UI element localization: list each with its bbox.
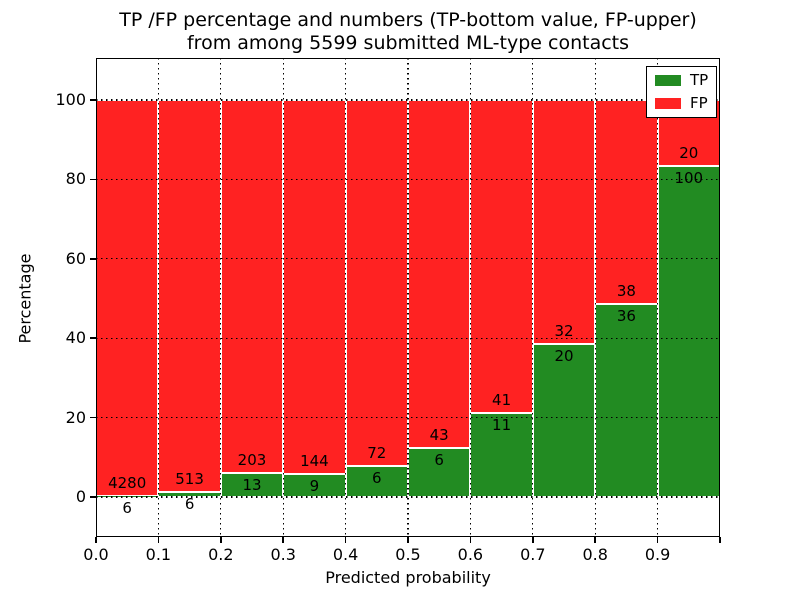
bar-fp-count-label: 4280 [108, 474, 147, 493]
y-tick-label: 40 [65, 328, 86, 348]
x-tick-label: 0.0 [83, 545, 109, 564]
x-tick-label: 0.9 [644, 545, 671, 564]
bar-fp-segment [158, 100, 221, 493]
y-tick-label: 0 [75, 487, 86, 506]
gridline-vertical [407, 58, 409, 537]
x-tick-label: 0.7 [520, 545, 546, 564]
bar-fp-segment [595, 100, 658, 304]
bar-fp-count-label: 72 [367, 444, 387, 463]
legend-label-tp: TP [690, 71, 709, 89]
bar-fp-count-label: 38 [616, 281, 636, 300]
gridline-vertical [532, 58, 534, 537]
bar-tp-count-label: 20 [554, 347, 574, 366]
x-tick-label: 0.3 [270, 545, 296, 564]
legend-row-tp: TP [655, 73, 708, 88]
y-tick-mark [90, 337, 96, 339]
x-tick-mark [469, 537, 472, 543]
legend: TP FP [646, 66, 718, 118]
bar-fp-count-label: 144 [300, 451, 329, 470]
gridline-vertical [594, 58, 596, 537]
x-tick-label: 0.6 [457, 545, 484, 564]
x-tick-mark [344, 537, 347, 543]
x-tick-mark [656, 537, 659, 543]
bar-tp-count-label: 36 [616, 306, 636, 325]
x-tick-mark [220, 537, 222, 543]
bar-tp-count-label: 6 [122, 499, 132, 518]
x-tick-mark [407, 537, 409, 543]
bar-fp-segment [532, 100, 596, 345]
legend-swatch-tp [655, 75, 681, 86]
x-tick-mark [95, 537, 97, 543]
y-tick-label: 20 [65, 407, 86, 427]
bar-tp-count-label: 6 [372, 469, 382, 488]
chart-title: TP /FP percentage and numbers (TP-bottom… [96, 9, 720, 55]
x-tick-mark [282, 537, 284, 543]
gridline-vertical [656, 58, 659, 537]
y-tick-mark [90, 258, 96, 260]
bar-tp-count-label: 11 [492, 416, 512, 435]
bar-tp-segment [470, 413, 533, 497]
bar-fp-count-label: 41 [492, 391, 512, 410]
x-tick-label: 0.1 [145, 545, 172, 564]
bar-fp-segment [470, 100, 533, 414]
legend-swatch-fp [655, 98, 681, 109]
bar-fp-segment [283, 100, 346, 474]
x-tick-label: 0.2 [208, 545, 234, 564]
y-tick-label: 60 [65, 248, 86, 268]
y-axis-label-wrap: Percentage [16, 149, 35, 449]
gridline-vertical [220, 58, 222, 537]
y-tick-mark [90, 416, 96, 419]
x-tick-label: 0.5 [395, 545, 421, 564]
bar-fp-segment [96, 100, 159, 497]
x-tick-mark [719, 537, 721, 543]
bar-fp-count-label: 513 [175, 470, 204, 489]
y-tick-label: 80 [65, 169, 86, 189]
y-axis-label: Percentage [15, 253, 35, 344]
y-tick-mark [90, 178, 96, 181]
chart-title-line2: from among 5599 submitted ML-type contac… [186, 32, 630, 54]
x-tick-mark [157, 537, 160, 543]
bar-tp-segment [408, 448, 471, 497]
bar-tp-segment [657, 166, 720, 497]
gridline-vertical [157, 58, 160, 537]
x-axis-label: Predicted probability [325, 568, 491, 587]
bar-tp-count-label: 13 [242, 476, 262, 495]
gridline-vertical [282, 58, 284, 537]
chart-title-line1: TP /FP percentage and numbers (TP-bottom… [119, 9, 697, 31]
x-tick-label: 0.8 [582, 545, 608, 564]
bar-tp-count-label: 6 [434, 451, 444, 470]
bar-tp-segment [595, 303, 658, 497]
y-tick-label: 100 [55, 90, 86, 109]
x-tick-mark [532, 537, 534, 543]
bar-fp-count-label: 32 [554, 322, 574, 341]
legend-label-fp: FP [690, 94, 708, 112]
legend-row-fp: FP [655, 96, 708, 111]
y-tick-mark [90, 496, 96, 498]
bar-fp-segment [345, 100, 408, 467]
bar-fp-count-label: 203 [237, 451, 267, 470]
x-tick-label: 0.4 [332, 545, 359, 564]
bar-tp-count-label: 100 [674, 169, 704, 188]
bar-tp-count-label: 6 [184, 495, 195, 514]
bar-fp-count-label: 43 [429, 426, 449, 445]
gridline-vertical [344, 58, 347, 537]
bar-tp-segment [532, 344, 596, 497]
bar-tp-count-label: 9 [309, 476, 320, 495]
bar-fp-count-label: 20 [679, 144, 699, 163]
bar-fp-segment [408, 100, 471, 449]
x-tick-mark [594, 537, 596, 543]
gridline-vertical [469, 58, 472, 537]
y-tick-mark [90, 99, 96, 101]
